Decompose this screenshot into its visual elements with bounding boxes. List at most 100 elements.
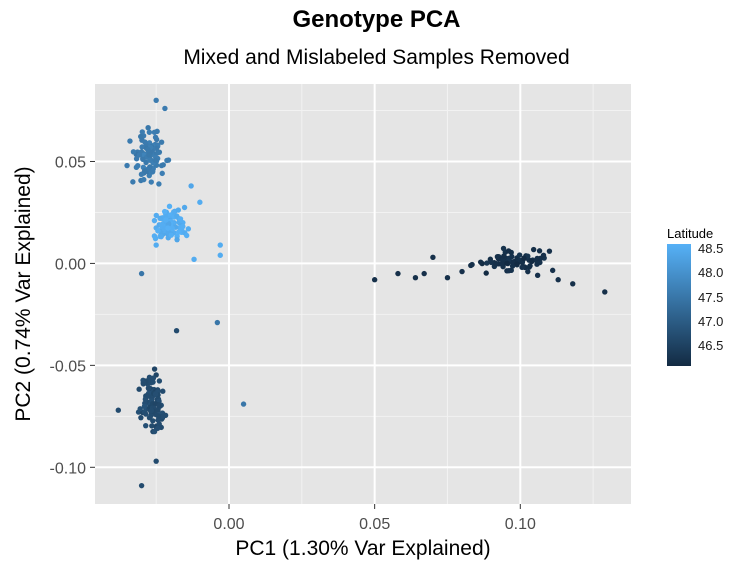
data-point bbox=[160, 388, 166, 394]
legend-colorbar bbox=[667, 244, 691, 366]
data-point bbox=[514, 261, 520, 267]
data-point bbox=[146, 152, 152, 158]
data-point bbox=[143, 422, 149, 429]
data-point bbox=[430, 254, 436, 261]
chart-title: Genotype PCA bbox=[292, 6, 461, 33]
x-tick-label: 0.00 bbox=[213, 516, 244, 533]
data-point bbox=[155, 149, 161, 156]
data-point bbox=[154, 128, 160, 135]
data-point bbox=[163, 217, 169, 223]
data-point bbox=[136, 152, 143, 158]
data-point bbox=[526, 264, 532, 270]
data-point bbox=[155, 417, 161, 423]
data-point bbox=[505, 248, 512, 254]
data-point bbox=[151, 217, 158, 224]
data-point bbox=[477, 259, 484, 265]
data-point bbox=[153, 242, 159, 248]
data-point bbox=[156, 181, 162, 187]
data-point bbox=[488, 259, 494, 266]
data-point bbox=[138, 482, 145, 489]
legend-tick-label: 46.5 bbox=[698, 338, 724, 354]
data-point bbox=[161, 208, 168, 215]
data-point bbox=[504, 260, 510, 266]
data-point bbox=[127, 138, 133, 144]
data-point bbox=[483, 270, 489, 276]
data-point bbox=[509, 259, 516, 265]
data-point bbox=[146, 129, 153, 135]
data-point bbox=[124, 162, 130, 169]
data-point bbox=[180, 223, 186, 230]
data-point bbox=[142, 139, 148, 145]
data-point bbox=[149, 168, 156, 175]
data-point bbox=[501, 253, 507, 259]
data-point bbox=[165, 157, 172, 163]
data-point bbox=[148, 179, 154, 185]
data-point bbox=[152, 157, 158, 163]
data-point bbox=[148, 407, 155, 414]
data-point bbox=[181, 204, 188, 211]
legend-title: Latitude bbox=[667, 226, 714, 241]
data-point bbox=[146, 165, 152, 172]
data-point bbox=[444, 274, 451, 281]
legend-tick-label: 47.5 bbox=[698, 289, 724, 305]
y-tick-label: -0.05 bbox=[50, 358, 87, 375]
data-point bbox=[570, 281, 576, 287]
x-axis: 0.00 0.05 0.10 bbox=[213, 504, 536, 533]
data-point bbox=[492, 260, 499, 267]
data-point bbox=[534, 255, 540, 262]
legend-tick-label: 47.0 bbox=[698, 314, 724, 330]
data-point bbox=[152, 134, 159, 141]
data-point bbox=[217, 242, 223, 248]
data-point bbox=[536, 248, 543, 254]
data-point bbox=[141, 403, 148, 409]
data-point bbox=[137, 406, 143, 412]
data-point bbox=[197, 199, 203, 205]
data-point bbox=[152, 235, 159, 242]
data-point bbox=[166, 203, 173, 210]
data-point bbox=[143, 411, 149, 417]
data-point bbox=[529, 258, 535, 265]
data-point bbox=[141, 176, 147, 183]
data-point bbox=[130, 179, 136, 185]
data-point bbox=[157, 215, 163, 222]
data-point bbox=[145, 124, 151, 131]
data-point bbox=[516, 252, 523, 258]
data-point bbox=[519, 264, 525, 271]
data-point bbox=[183, 232, 190, 239]
data-point bbox=[139, 129, 145, 135]
data-points bbox=[115, 97, 608, 489]
legend-tick-label: 48.5 bbox=[698, 240, 724, 256]
data-point bbox=[188, 183, 194, 189]
legend-tick-label: 48.0 bbox=[698, 265, 724, 281]
data-point bbox=[174, 213, 180, 219]
y-tick-label: -0.10 bbox=[50, 460, 87, 477]
data-point bbox=[484, 260, 490, 266]
data-point bbox=[149, 423, 155, 429]
data-point bbox=[155, 228, 161, 234]
data-point bbox=[133, 156, 140, 162]
data-point bbox=[138, 414, 144, 421]
data-point bbox=[152, 391, 159, 397]
y-tick-label: 0.05 bbox=[55, 154, 86, 171]
data-point bbox=[165, 221, 172, 227]
grid-minor bbox=[95, 84, 631, 504]
data-point bbox=[146, 415, 153, 421]
data-point bbox=[160, 162, 166, 168]
data-point bbox=[130, 149, 137, 155]
data-point bbox=[509, 263, 516, 269]
data-point bbox=[530, 246, 537, 253]
data-point bbox=[153, 97, 159, 104]
data-point bbox=[459, 268, 465, 275]
data-point bbox=[173, 327, 180, 334]
data-point bbox=[147, 157, 153, 163]
data-point bbox=[395, 270, 401, 277]
data-point bbox=[177, 216, 184, 222]
y-tick-label: 0.00 bbox=[55, 256, 86, 273]
data-point bbox=[159, 170, 165, 177]
grid-major bbox=[95, 84, 631, 504]
y-axis-label: PC2 (0.74% Var Explained) bbox=[12, 166, 35, 421]
data-point bbox=[140, 381, 147, 387]
x-tick-label: 0.10 bbox=[505, 516, 536, 533]
data-point bbox=[555, 277, 561, 283]
